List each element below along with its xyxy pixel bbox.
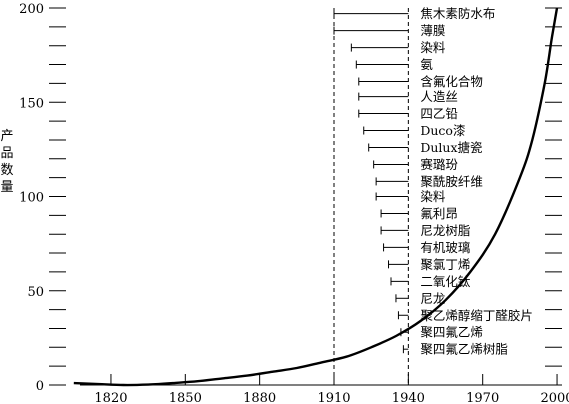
- y-tick-label: 150: [19, 96, 44, 111]
- y-tick-labels: 0 50 100 150 200: [19, 2, 44, 394]
- x-tick-label: 1820: [94, 391, 127, 404]
- product-label: 尼龙树脂: [420, 223, 470, 238]
- y-tick-label: 50: [27, 285, 44, 300]
- x-tick-label: 1970: [466, 391, 499, 404]
- product-label: 聚氯丁烯: [420, 257, 470, 272]
- y-tick-label: 100: [19, 191, 44, 206]
- product-label: Duco漆: [420, 123, 465, 138]
- product-label: 薄膜: [420, 23, 445, 38]
- y-axis-label-char: 品: [0, 146, 13, 161]
- product-label: 赛璐玢: [420, 157, 458, 172]
- product-label: 氨: [420, 57, 433, 72]
- x-tick-label: 1850: [169, 391, 202, 404]
- product-label: 人造丝: [420, 89, 458, 104]
- product-label: 有机玻璃: [420, 240, 470, 255]
- y-axis-label-char: 产: [0, 129, 13, 144]
- product-label: 尼龙: [420, 291, 445, 306]
- product-label: 染料: [420, 189, 446, 204]
- x-tick-label: 1940: [392, 391, 425, 404]
- x-tick-label: 1910: [317, 391, 350, 404]
- product-label: 焦木素防水布: [420, 6, 495, 21]
- product-markers: 焦木素防水布薄膜染料氨含氟化合物人造丝四乙铅Duco漆Dulux搪瓷赛璐玢聚酰胺…: [333, 6, 533, 357]
- product-label: 氟利昂: [420, 206, 458, 221]
- y-axis-label-char: 量: [0, 180, 13, 195]
- product-label: 聚四氟乙烯: [420, 325, 483, 340]
- y-tick-label: 0: [36, 379, 44, 394]
- y-tick-label: 200: [19, 2, 44, 17]
- product-label: 聚酰胺纤维: [420, 174, 483, 189]
- x-tick-label: 1880: [243, 391, 276, 404]
- product-label: Dulux搪瓷: [420, 140, 482, 155]
- product-label: 聚乙烯醇缩丁醛胶片: [420, 308, 533, 323]
- product-label: 含氟化合物: [420, 74, 483, 89]
- product-label: 染料: [420, 40, 446, 55]
- product-label: 四乙铅: [420, 106, 458, 121]
- growth-curve: [73, 7, 559, 387]
- product-label: 聚四氟乙烯树脂: [420, 342, 508, 357]
- y-axis-label-char: 数: [0, 163, 13, 178]
- tick-marks: [49, 7, 562, 386]
